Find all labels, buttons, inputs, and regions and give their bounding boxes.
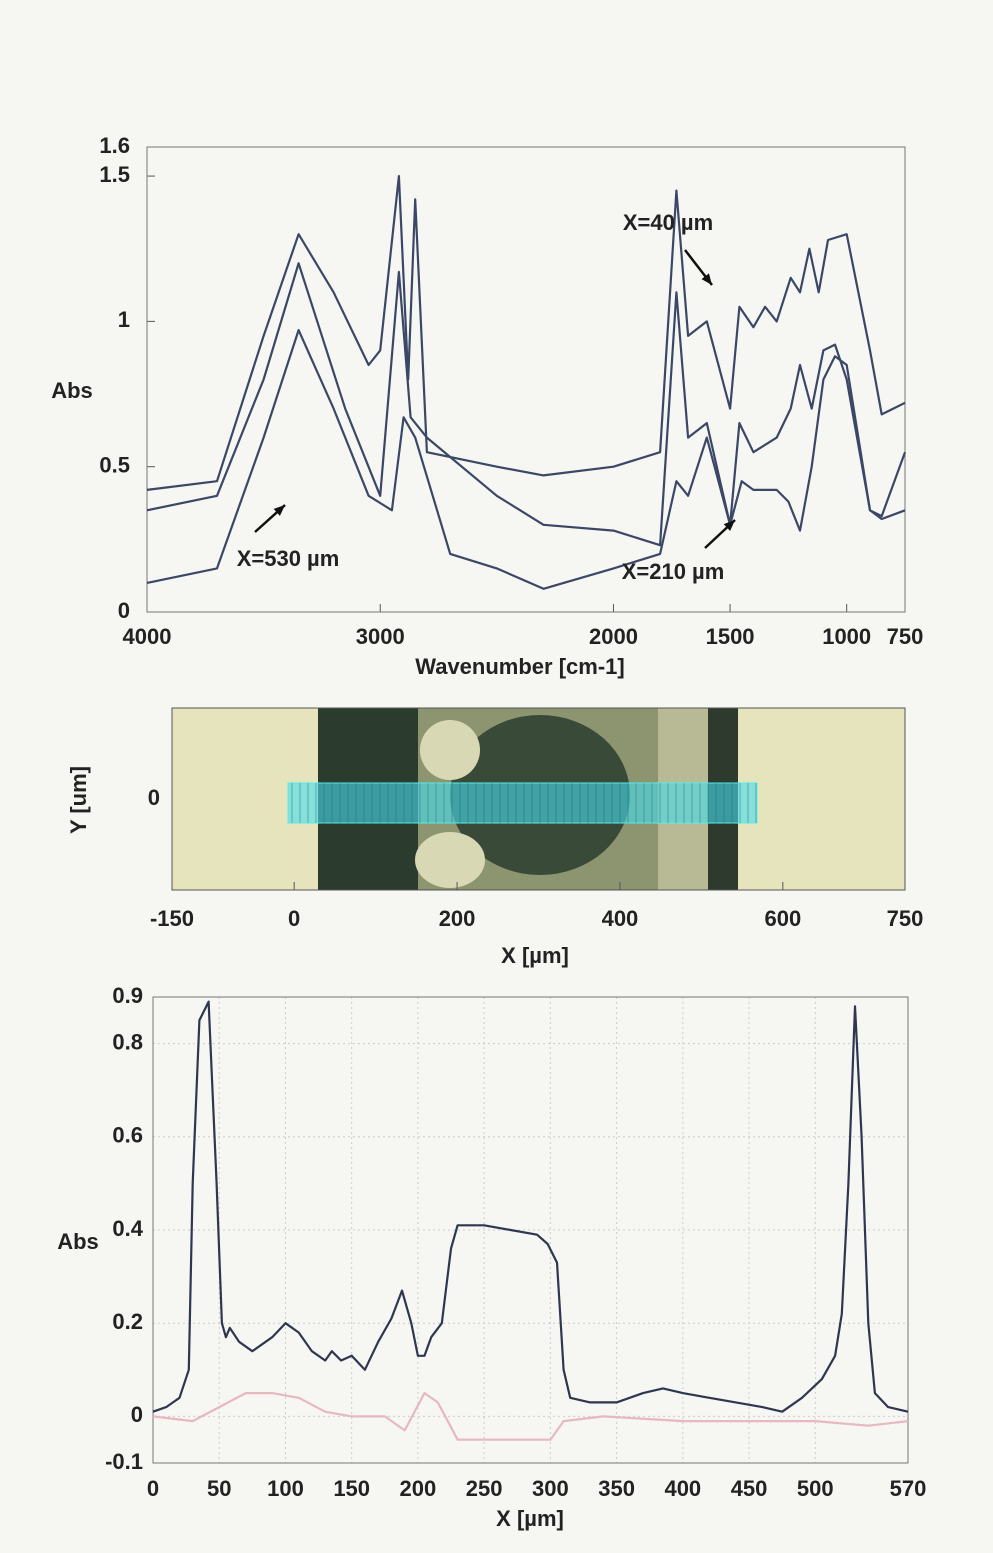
x-tick-label: -150 bbox=[150, 906, 194, 931]
series-line bbox=[152, 1392, 909, 1441]
series-line bbox=[146, 262, 907, 547]
microscope-image bbox=[171, 707, 906, 891]
y-tick-label: 0.2 bbox=[112, 1309, 143, 1334]
x-tick-label: 450 bbox=[731, 1476, 768, 1501]
image-frame bbox=[171, 707, 906, 891]
x-tick-label: 300 bbox=[532, 1476, 569, 1501]
arrow-head bbox=[701, 273, 712, 285]
x-tick-label: 0 bbox=[147, 1476, 159, 1501]
x-axis-label: Wavenumber [cm-1] bbox=[415, 654, 624, 679]
x-tick-label: 570 bbox=[890, 1476, 927, 1501]
y-tick-label: 0.6 bbox=[112, 1123, 143, 1148]
x-tick-label: 400 bbox=[664, 1476, 701, 1501]
image-void bbox=[415, 832, 485, 888]
series-annotation: X=530 µm bbox=[237, 546, 340, 571]
x-tick-label: 2000 bbox=[589, 624, 638, 649]
series-line bbox=[152, 1000, 909, 1413]
series-annotation: X=210 µm bbox=[622, 559, 725, 584]
x-tick-label: 500 bbox=[797, 1476, 834, 1501]
scan-region bbox=[287, 782, 758, 824]
x-tick-label: 3000 bbox=[356, 624, 405, 649]
y-tick-label: 0.8 bbox=[112, 1029, 143, 1054]
x-axis-label: X [µm] bbox=[501, 943, 569, 968]
x-tick-label: 200 bbox=[439, 906, 476, 931]
x-tick-label: 200 bbox=[400, 1476, 437, 1501]
y-tick-label: 1.5 bbox=[99, 162, 130, 187]
x-tick-label: 150 bbox=[333, 1476, 370, 1501]
x-tick-label: 4000 bbox=[123, 624, 172, 649]
plot-frame bbox=[152, 996, 909, 1464]
x-tick-label: 1000 bbox=[822, 624, 871, 649]
y-axis-label: Abs bbox=[51, 378, 93, 403]
x-tick-label: 400 bbox=[602, 906, 639, 931]
plot-frame bbox=[146, 146, 906, 613]
y-tick-label: -0.1 bbox=[105, 1449, 143, 1474]
series-annotation: X=40 µm bbox=[623, 210, 713, 235]
y-tick-label: 1 bbox=[118, 307, 130, 332]
series-line bbox=[146, 329, 906, 590]
y-tick-label: 0.9 bbox=[112, 983, 143, 1008]
x-tick-label: 250 bbox=[466, 1476, 503, 1501]
x-tick-label: 600 bbox=[764, 906, 801, 931]
y-axis-label: Y [um] bbox=[66, 766, 91, 834]
x-tick-label: 0 bbox=[288, 906, 300, 931]
x-axis-label: X [µm] bbox=[496, 1506, 564, 1531]
y-tick-label: 0.5 bbox=[99, 453, 130, 478]
x-tick-label: 750 bbox=[887, 906, 924, 931]
y-tick-label: 0 bbox=[148, 785, 160, 810]
x-tick-label: 1500 bbox=[706, 624, 755, 649]
x-tick-label: 750 bbox=[887, 624, 924, 649]
series-line bbox=[146, 175, 906, 491]
arrow-head bbox=[273, 505, 285, 516]
arrow-head bbox=[723, 520, 735, 531]
x-tick-label: 100 bbox=[267, 1476, 304, 1501]
image-void bbox=[420, 720, 480, 780]
y-tick-label: 0 bbox=[118, 598, 130, 623]
y-tick-label: 0 bbox=[131, 1402, 143, 1427]
y-tick-label: 0.4 bbox=[112, 1216, 143, 1241]
x-tick-label: 350 bbox=[598, 1476, 635, 1501]
y-tick-label: 1.6 bbox=[99, 133, 130, 158]
x-tick-label: 50 bbox=[207, 1476, 231, 1501]
y-axis-label: Abs bbox=[57, 1229, 99, 1254]
